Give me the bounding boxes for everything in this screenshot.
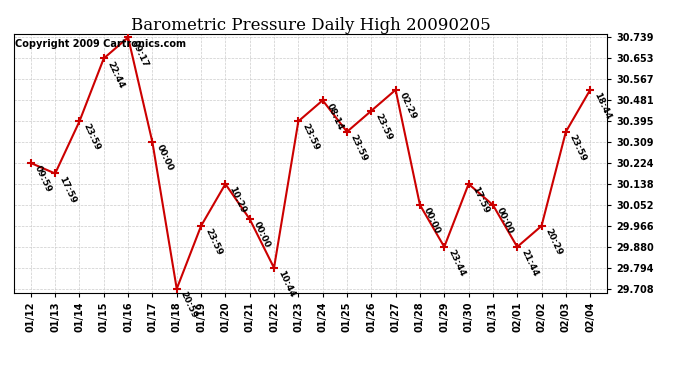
Text: 00:00: 00:00 bbox=[422, 206, 442, 236]
Text: 17:59: 17:59 bbox=[471, 185, 491, 215]
Text: 02:29: 02:29 bbox=[397, 91, 418, 121]
Text: 10:29: 10:29 bbox=[227, 185, 248, 215]
Text: 18:44: 18:44 bbox=[592, 91, 613, 121]
Text: 10:44: 10:44 bbox=[276, 269, 296, 299]
Text: 09:17: 09:17 bbox=[130, 39, 150, 69]
Text: 20:29: 20:29 bbox=[544, 227, 564, 257]
Text: 21:44: 21:44 bbox=[519, 248, 540, 278]
Text: 00:00: 00:00 bbox=[495, 206, 515, 236]
Text: 20:59: 20:59 bbox=[179, 290, 199, 320]
Text: 23:59: 23:59 bbox=[81, 123, 101, 152]
Text: Copyright 2009 Cartronics.com: Copyright 2009 Cartronics.com bbox=[15, 39, 186, 49]
Text: 23:59: 23:59 bbox=[349, 133, 369, 163]
Text: 22:44: 22:44 bbox=[106, 60, 126, 90]
Text: 23:59: 23:59 bbox=[373, 112, 393, 142]
Text: 23:44: 23:44 bbox=[446, 248, 466, 278]
Text: 00:00: 00:00 bbox=[155, 144, 175, 173]
Text: 23:59: 23:59 bbox=[300, 123, 321, 152]
Text: 17:59: 17:59 bbox=[57, 175, 77, 205]
Text: 00:00: 00:00 bbox=[252, 220, 272, 250]
Text: 23:59: 23:59 bbox=[203, 227, 224, 257]
Title: Barometric Pressure Daily High 20090205: Barometric Pressure Daily High 20090205 bbox=[130, 16, 491, 34]
Text: 09:59: 09:59 bbox=[32, 164, 53, 194]
Text: 08:14: 08:14 bbox=[324, 102, 345, 131]
Text: 23:59: 23:59 bbox=[568, 133, 588, 163]
